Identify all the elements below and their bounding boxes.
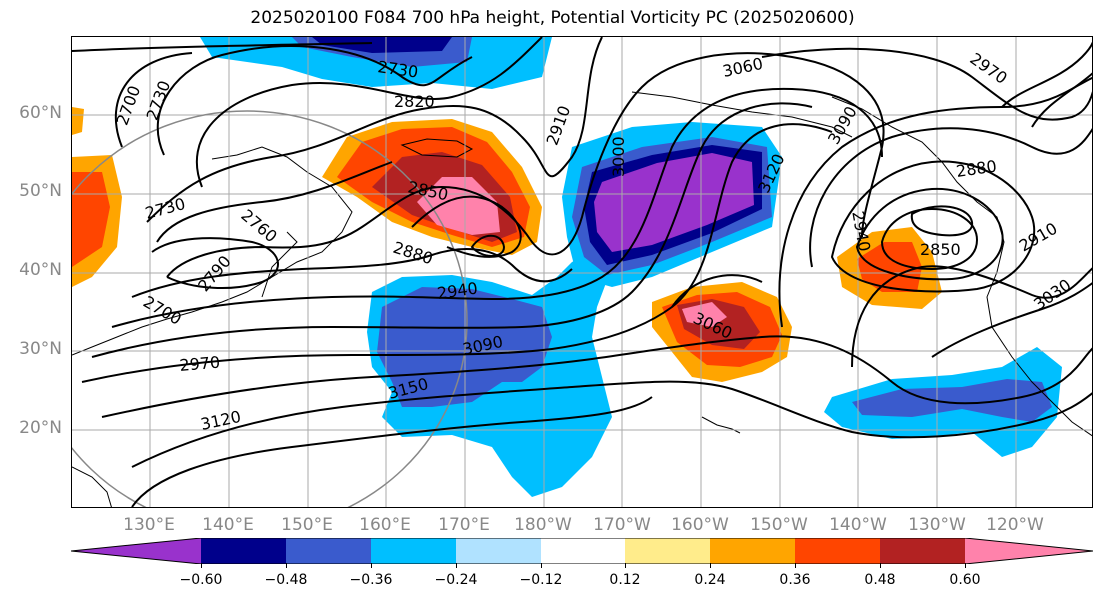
chart-title: 2025020100 F084 700 hPa height, Potentia…	[250, 8, 855, 28]
colorbar-tick-label: 0.12	[609, 572, 641, 588]
coastlines	[72, 91, 1092, 507]
contour-label: 3060	[721, 54, 765, 81]
colorbar-tick-label: −0.60	[179, 572, 223, 588]
lat-label-60n: 60°N	[19, 103, 62, 123]
colorbar-tick-label: 0.48	[864, 572, 896, 588]
lon-label-140w: 140°W	[829, 515, 887, 535]
lon-label-150e: 150°E	[281, 515, 333, 535]
contour-label: 3000	[609, 136, 628, 177]
contour-label: 2970	[967, 49, 1011, 88]
lat-label-50n: 50°N	[19, 181, 62, 201]
contour-label: 2880	[391, 238, 436, 269]
lon-label-150w: 150°W	[750, 515, 808, 535]
colorbar-tick-label: −0.24	[434, 572, 478, 588]
contour-label: 2910	[542, 103, 574, 148]
colorbar-segment	[201, 538, 286, 564]
contour-label: 2700	[112, 83, 144, 128]
colorbar-segment	[371, 538, 456, 564]
colorbar-segment	[286, 538, 371, 564]
contour-label: 3090	[824, 103, 861, 148]
contour-label: 2970	[179, 353, 221, 375]
contour-label: 2820	[394, 92, 435, 111]
lon-label-170e: 170°E	[438, 515, 490, 535]
colorbar-tick-label: 0.24	[694, 572, 726, 588]
lon-label-120w: 120°W	[986, 515, 1044, 535]
colorbar-tick-label: 0.60	[949, 572, 981, 588]
lat-label-30n: 30°N	[19, 339, 62, 359]
lat-label-40n: 40°N	[19, 260, 62, 280]
lon-label-160e: 160°E	[359, 515, 411, 535]
colorbar-tick-label: −0.12	[519, 572, 563, 588]
pv-shade-central-pacific-pink	[682, 302, 727, 327]
contour-label: 2700	[140, 292, 185, 329]
contour-label: 2910	[1016, 219, 1061, 256]
colorbar-segment	[625, 538, 710, 564]
map-canvas: 2700 2730 2730 2820 2910 3060 2970 3000 …	[72, 37, 1092, 507]
colorbar	[71, 538, 1093, 564]
lon-label-170w: 170°W	[593, 515, 651, 535]
lon-label-140e: 140°E	[202, 515, 254, 535]
contour-label: 2730	[142, 78, 174, 123]
lon-label-180w: 180°W	[514, 515, 572, 535]
colorbar-segment	[541, 538, 625, 564]
colorbar-segment	[965, 538, 1093, 564]
colorbar-segment	[880, 538, 965, 564]
contour-label: 2880	[955, 156, 998, 180]
contour-label: 3030	[1030, 275, 1074, 314]
lat-label-20n: 20°N	[19, 418, 62, 438]
colorbar-segment	[71, 538, 201, 564]
pv-shade-japan-sea-pink	[417, 177, 500, 235]
colorbar-segment	[710, 538, 795, 564]
colorbar-tick-label: −0.48	[264, 572, 308, 588]
lon-label-130w: 130°W	[908, 515, 966, 535]
pv-shade-pacific-purple	[594, 153, 754, 252]
colorbar-segment	[456, 538, 541, 564]
colorbar-segment	[795, 538, 880, 564]
height-contours	[72, 37, 1092, 507]
contour-label: 2850	[920, 240, 961, 259]
lon-label-130e: 130°E	[123, 515, 175, 535]
map-panel: 2700 2730 2730 2820 2910 3060 2970 3000 …	[71, 36, 1093, 508]
lon-label-160w: 160°W	[671, 515, 729, 535]
colorbar-tick-label: −0.36	[349, 572, 393, 588]
colorbar-tick-label: 0.36	[779, 572, 811, 588]
graticule	[72, 37, 1092, 507]
reference-circle	[72, 110, 468, 507]
